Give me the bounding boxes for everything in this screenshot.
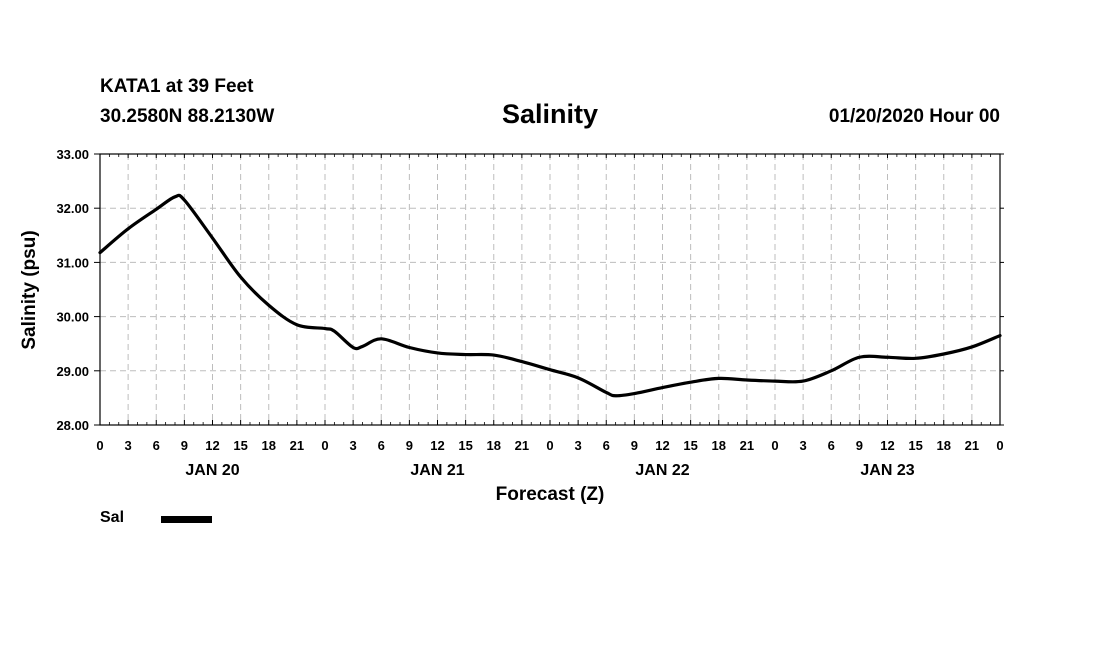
x-tick-label: 12: [655, 438, 669, 453]
x-tick-label: 15: [233, 438, 247, 453]
y-tick-label: 28.00: [56, 418, 89, 433]
salinity-series-line: [98, 193, 1002, 398]
station-label: KATA1 at 39 Feet: [100, 76, 254, 97]
day-label: JAN 20: [185, 462, 239, 479]
x-tick-label: 6: [378, 438, 385, 453]
x-tick-label: 12: [880, 438, 894, 453]
y-tick-label: 31.00: [56, 255, 89, 270]
x-tick-label: 0: [771, 438, 778, 453]
station-coordinates: 30.2580N 88.2130W: [100, 106, 275, 127]
x-tick-label: 0: [321, 438, 328, 453]
x-tick-label: 9: [631, 438, 638, 453]
y-tick-label: 30.00: [56, 310, 89, 325]
x-tick-label: 6: [603, 438, 610, 453]
x-tick-label: 12: [430, 438, 444, 453]
x-tick-label: 3: [575, 438, 582, 453]
x-tick-label: 0: [996, 438, 1003, 453]
y-axis-label: Salinity (psu): [19, 230, 40, 349]
day-label: JAN 23: [860, 462, 914, 479]
x-tick-label: 0: [96, 438, 103, 453]
day-label: JAN 21: [410, 462, 464, 479]
x-tick-label: 18: [487, 438, 501, 453]
x-tick-label: 12: [205, 438, 219, 453]
x-axis: 0 3 6 9 12 15 18 21 0 3 6 9 12 15 18 21 0 3 6 9 12 15 18 21 0 3 6 9…: [96, 154, 1004, 479]
y-tick-label: 32.00: [56, 201, 89, 216]
plot-frame: [99, 153, 1001, 426]
chart-title: Salinity: [0, 99, 1100, 130]
x-tick-label: 18: [937, 438, 951, 453]
x-tick-label: 3: [800, 438, 807, 453]
x-tick-label: 15: [458, 438, 472, 453]
x-tick-label: 9: [406, 438, 413, 453]
day-label: JAN 22: [635, 462, 689, 479]
legend-label: Sal: [100, 509, 125, 526]
y-axis: 28.00 29.00 30.00 31.00 32.00 33.00: [56, 147, 1004, 433]
y-tick-label: 29.00: [56, 364, 89, 379]
x-tick-label: 21: [965, 438, 979, 453]
x-tick-label: 3: [125, 438, 132, 453]
x-tick-label: 18: [712, 438, 726, 453]
x-tick-label: 21: [290, 438, 304, 453]
x-tick-label: 9: [856, 438, 863, 453]
x-tick-label: 15: [908, 438, 922, 453]
x-tick-label: 6: [153, 438, 160, 453]
y-tick-label: 33.00: [56, 147, 89, 162]
x-tick-label: 6: [828, 438, 835, 453]
x-tick-label: 18: [262, 438, 276, 453]
x-tick-label: 0: [546, 438, 553, 453]
grid-lines: [100, 154, 1000, 425]
x-tick-label: 21: [740, 438, 754, 453]
x-tick-label: 15: [683, 438, 697, 453]
x-tick-label: 3: [350, 438, 357, 453]
x-tick-label: 9: [181, 438, 188, 453]
forecast-date: 01/20/2020 Hour 00: [828, 106, 1000, 127]
x-tick-label: 21: [515, 438, 529, 453]
x-axis-label: Forecast (Z): [496, 484, 605, 505]
chart-title-text: Salinity: [501, 99, 599, 129]
legend-line-swatch: [161, 516, 212, 523]
